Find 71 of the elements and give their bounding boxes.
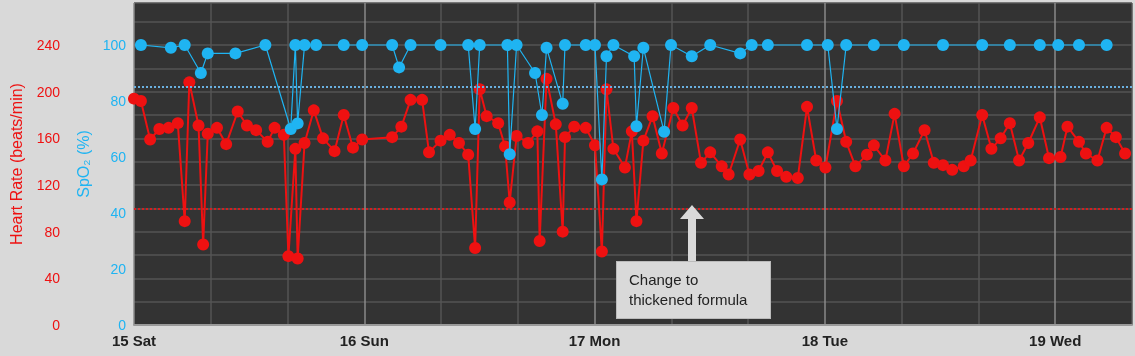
annotation: Change to thickened formula [616,261,771,319]
point [469,123,482,135]
y2-axis-title: SpO₂ (%) [75,130,93,198]
point [229,47,242,60]
y-tick-label: 80 [44,223,61,240]
point [1052,39,1065,51]
point [685,50,698,63]
point [628,50,641,63]
point [704,39,717,51]
point [259,39,272,51]
point [134,39,147,51]
point [462,39,475,51]
point [556,97,569,110]
point [386,39,399,51]
point [595,173,608,186]
x-tick-label: 18 Tue [801,332,849,349]
x-tick-label: 17 Mon [568,332,621,349]
point [529,67,542,79]
point [840,39,853,51]
y2-tick-label: 60 [110,149,127,165]
point [194,67,207,79]
point [503,148,516,161]
y-tick-label: 0 [52,317,61,333]
y2-tick-label: 40 [110,205,127,221]
point [337,39,350,51]
point [540,41,553,54]
point [600,50,613,63]
x-tick-label: 19 Wed [1029,332,1082,349]
x-tick-label: 15 Sat [111,332,157,349]
point [310,39,323,51]
point [535,109,548,121]
y-tick-label: 160 [36,130,61,147]
point [976,39,989,51]
point [164,41,177,54]
point [1033,39,1046,51]
y-tick-label: 240 [36,37,61,53]
point [630,120,643,133]
y-tick-label: 40 [44,270,61,287]
point [434,39,447,51]
point [291,117,304,130]
point [1003,39,1016,51]
y2-tick-label: 100 [102,37,127,53]
point [658,125,671,138]
point [821,39,834,51]
point [897,39,910,51]
point [393,61,406,74]
point [201,47,214,60]
point [473,39,486,51]
point [178,39,191,51]
point [607,39,620,51]
y-tick-label: 200 [36,83,61,100]
point [734,47,747,60]
y-axis-title: Heart Rate (beats/min) [7,83,25,245]
y2-tick-label: 20 [110,261,127,277]
point [830,123,843,135]
x-tick-label: 16 Sun [339,332,389,349]
y2-tick-label: 0 [118,317,127,333]
point [801,39,814,51]
point [559,39,572,51]
point [761,39,774,51]
point [665,39,678,51]
point [745,39,758,51]
y2-tick-label: 80 [110,93,127,109]
y-tick-label: 120 [36,177,61,193]
point [867,39,880,51]
point [937,39,949,51]
point [404,39,417,51]
point [637,41,650,54]
point [1100,39,1113,51]
point [356,39,369,51]
point [1073,39,1085,51]
